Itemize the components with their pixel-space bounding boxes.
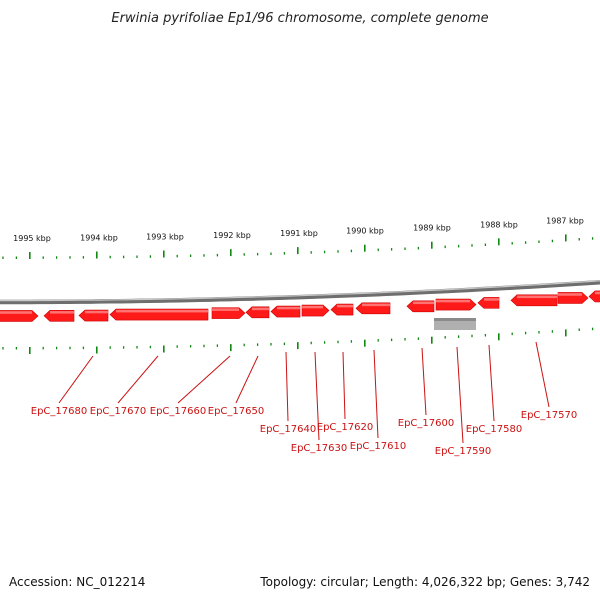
- leader-line: [58, 355, 94, 404]
- gene-highlight: [595, 291, 600, 295]
- gene-label: EpC_17620: [317, 422, 373, 433]
- leader-line: [488, 344, 495, 422]
- gray-feature-top: [434, 318, 476, 321]
- gene-epc-17680[interactable]: [43, 310, 75, 322]
- gene-highlight: [558, 293, 582, 296]
- scale-labels: 1995 kbp 1994 kbp 1993 kbp 1992 kbp 1991 kbp…: [13, 216, 584, 243]
- gene-epc-17565[interactable]: [557, 292, 589, 304]
- gene-epc-17620[interactable]: [330, 303, 354, 316]
- gene-labels: EpC_17680 EpC_17670 EpC_17660 EpC_17650 EpC_…: [31, 406, 577, 457]
- gene-label: EpC_17580: [466, 424, 522, 435]
- gene-label: EpC_17650: [208, 406, 264, 417]
- leader-line: [421, 347, 427, 416]
- gene-label: EpC_17640: [260, 424, 316, 435]
- gene-epc-17600[interactable]: [406, 300, 435, 313]
- gene-highlight: [0, 311, 32, 314]
- gene-highlight: [302, 305, 323, 309]
- label-leader-lines: [58, 341, 550, 444]
- gene-label: EpC_17660: [150, 406, 206, 417]
- gene-epc-17580[interactable]: [477, 297, 500, 309]
- gene-epc-17590[interactable]: [435, 298, 477, 311]
- gene-label: EpC_17610: [350, 441, 406, 452]
- gene-epc-17660[interactable]: [109, 308, 209, 321]
- leader-line: [373, 349, 379, 439]
- gene-epc-17560[interactable]: [588, 290, 600, 303]
- gene-label: EpC_17630: [291, 443, 347, 454]
- gene-epc-17610[interactable]: [355, 302, 391, 315]
- leader-line: [342, 351, 346, 420]
- scale-label: 1991 kbp: [280, 229, 318, 238]
- gene-epc-17650[interactable]: [211, 307, 246, 319]
- gene-highlight: [252, 307, 269, 311]
- gene-highlight: [212, 308, 239, 311]
- genome-title: Erwinia pyrifoliae Ep1/96 chromosome, co…: [111, 11, 489, 26]
- gene-epc-17670[interactable]: [78, 309, 109, 322]
- scale-ticks-bottom: [2, 327, 594, 354]
- accession-text: Accession: NC_012214: [9, 575, 146, 589]
- gene-epc-17570[interactable]: [510, 294, 558, 307]
- gene-epc-17640[interactable]: [270, 305, 301, 318]
- gene-label: EpC_17590: [435, 446, 491, 457]
- gene-highlight: [337, 304, 353, 308]
- gene-epc-17630[interactable]: [301, 304, 330, 317]
- gene-highlight: [85, 310, 108, 314]
- gene-track[interactable]: [0, 290, 600, 330]
- gene-highlight: [116, 309, 208, 313]
- scale-label: 1989 kbp: [413, 224, 451, 233]
- scale-label: 1994 kbp: [80, 234, 118, 243]
- scale-label: 1992 kbp: [213, 231, 251, 240]
- leader-line: [314, 351, 320, 441]
- gene-highlight: [484, 298, 499, 301]
- leader-line: [177, 355, 231, 404]
- gene-epc-17690[interactable]: [0, 310, 39, 322]
- leader-line: [235, 355, 259, 404]
- scale-label: 1995 kbp: [13, 234, 51, 243]
- leader-line: [535, 341, 550, 408]
- leader-line: [285, 351, 289, 422]
- gene-label: EpC_17670: [90, 406, 146, 417]
- backbone-line: [0, 279, 600, 305]
- gray-feature: [434, 318, 476, 330]
- gene-highlight: [277, 306, 300, 310]
- scale-label: 1988 kbp: [480, 220, 518, 229]
- gene-highlight: [436, 299, 470, 303]
- scale-label: 1990 kbp: [346, 227, 384, 236]
- gene-label: EpC_17600: [398, 418, 454, 429]
- scale-label: 1987 kbp: [546, 216, 584, 225]
- scale-label: 1993 kbp: [146, 233, 184, 242]
- scale-ticks-top: [2, 234, 594, 259]
- backbone-highlight: [0, 280, 600, 302]
- gene-epc-17645[interactable]: [245, 306, 270, 319]
- chromosome-backbone: [0, 279, 600, 305]
- gene-label: EpC_17570: [521, 410, 577, 421]
- gene-highlight: [413, 301, 434, 305]
- gene-highlight: [362, 303, 390, 307]
- gene-highlight: [517, 295, 557, 299]
- leader-line: [117, 355, 159, 404]
- gene-highlight: [50, 311, 74, 314]
- topology-summary: Topology: circular; Length: 4,026,322 bp…: [260, 575, 590, 589]
- leader-line: [456, 346, 464, 444]
- gene-label: EpC_17680: [31, 406, 87, 417]
